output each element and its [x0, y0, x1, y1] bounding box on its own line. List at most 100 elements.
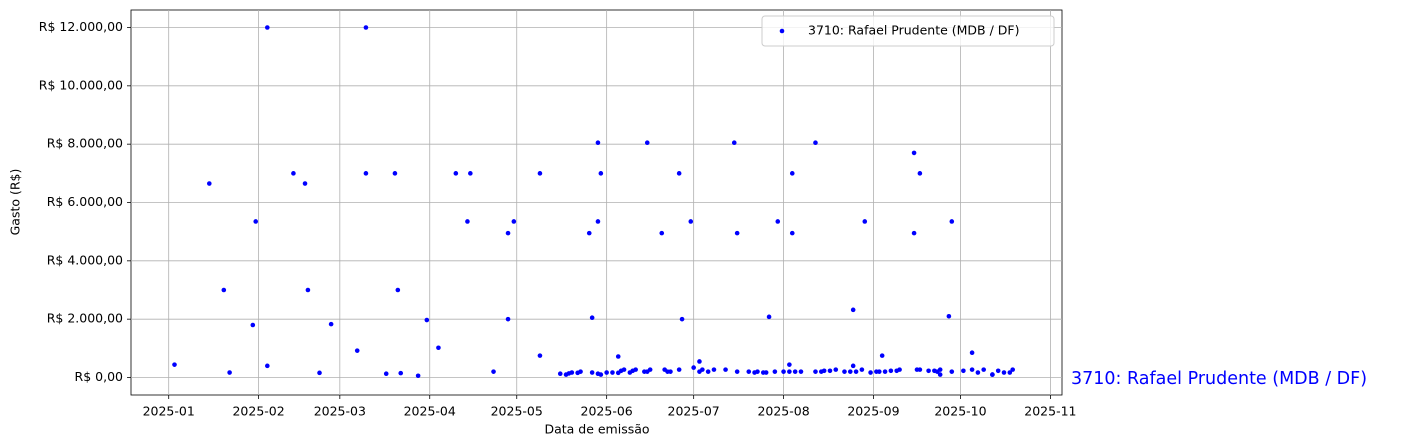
point — [589, 315, 595, 321]
point — [697, 359, 702, 364]
point — [850, 307, 856, 313]
point — [621, 367, 627, 372]
point — [961, 368, 966, 374]
point — [995, 368, 1001, 374]
point — [511, 219, 517, 224]
point — [633, 367, 638, 372]
point — [305, 287, 311, 293]
point — [917, 367, 923, 372]
annotation: 3710: Rafael Prudente (MDB / DF) — [1071, 369, 1367, 389]
x-tick-label: 2025-09 — [847, 404, 899, 419]
point — [897, 367, 902, 372]
point — [595, 219, 601, 224]
point — [700, 367, 705, 372]
point — [859, 367, 865, 372]
point — [772, 369, 778, 374]
point — [395, 287, 401, 293]
point — [853, 369, 859, 374]
point — [328, 321, 334, 327]
y-tick-label: R$ 0,00 — [75, 369, 123, 384]
point — [763, 370, 769, 375]
point — [787, 362, 792, 367]
legend: 3710: Rafael Prudente (MDB / DF) — [761, 15, 1055, 47]
y-tick-label: R$ 4.000,00 — [47, 252, 123, 267]
point — [949, 369, 955, 374]
point — [453, 171, 459, 176]
point — [363, 171, 369, 176]
point — [723, 367, 728, 372]
legend-box — [761, 15, 1055, 47]
point — [265, 25, 270, 30]
point — [291, 171, 296, 176]
point — [468, 171, 473, 176]
point — [595, 140, 601, 146]
point — [676, 171, 682, 176]
x-tick-label: 2025-01 — [143, 404, 195, 419]
point — [505, 230, 511, 236]
point — [969, 367, 975, 372]
point — [833, 367, 839, 372]
point — [705, 369, 711, 374]
point — [917, 171, 923, 176]
point — [598, 171, 604, 176]
point — [781, 369, 786, 374]
point — [436, 345, 441, 351]
x-tick-label: 2025-03 — [314, 404, 366, 419]
point — [734, 369, 740, 374]
point — [731, 140, 737, 146]
point — [911, 150, 917, 156]
point — [317, 370, 322, 376]
point — [888, 368, 894, 374]
point — [969, 350, 975, 356]
point — [746, 369, 752, 374]
point — [537, 171, 543, 176]
point — [975, 370, 981, 375]
point — [465, 219, 470, 224]
point — [850, 363, 856, 369]
point — [221, 287, 227, 293]
point — [604, 370, 609, 375]
point — [676, 367, 682, 372]
x-tick-label: 2025-02 — [232, 404, 284, 419]
point — [789, 171, 795, 176]
x-tick-label: 2025-05 — [491, 404, 543, 419]
y-tick-label: R$ 12.000,00 — [39, 19, 123, 34]
x-tick-label: 2025-11 — [1024, 404, 1076, 419]
point — [926, 368, 931, 374]
point — [813, 369, 818, 374]
point — [302, 181, 308, 186]
x-tick-label: 2025-08 — [757, 404, 809, 419]
point — [789, 230, 795, 236]
point — [586, 230, 592, 236]
point — [207, 181, 212, 186]
point — [813, 140, 818, 146]
point — [354, 348, 360, 353]
y-tick-label: R$ 8.000,00 — [47, 136, 123, 151]
legend-marker — [779, 28, 785, 34]
point — [569, 370, 575, 375]
point — [937, 372, 943, 377]
point — [775, 219, 781, 224]
x-tick-label: 2025-06 — [581, 404, 633, 419]
x-tick-label: 2025-07 — [668, 404, 720, 419]
x-tick-label: 2025-10 — [934, 404, 986, 419]
point — [578, 369, 583, 374]
point — [172, 362, 177, 367]
point — [615, 354, 621, 359]
point — [798, 369, 804, 374]
point — [491, 369, 496, 374]
point — [610, 370, 615, 375]
point — [1001, 370, 1007, 375]
point — [659, 230, 665, 236]
point — [847, 369, 853, 374]
point — [688, 219, 694, 224]
y-tick-label: R$ 2.000,00 — [47, 311, 123, 326]
point — [827, 368, 833, 374]
point — [937, 367, 943, 372]
point — [821, 368, 827, 374]
point — [766, 314, 772, 320]
point — [644, 140, 650, 146]
point — [882, 369, 888, 374]
grid — [131, 10, 1062, 395]
